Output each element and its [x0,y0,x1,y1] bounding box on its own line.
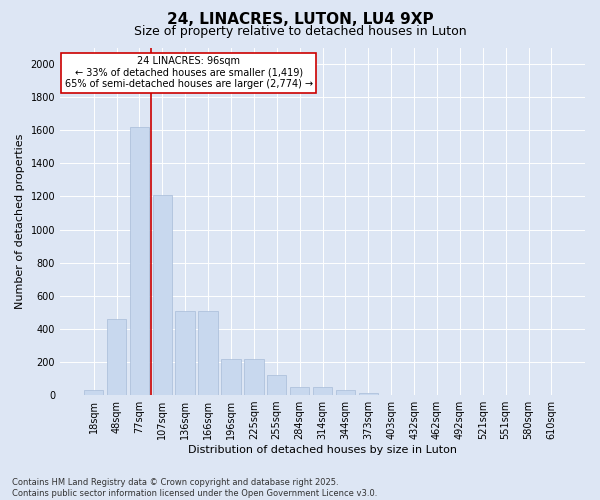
Bar [359,392,378,395]
Text: 24, LINACRES, LUTON, LU4 9XP: 24, LINACRES, LUTON, LU4 9XP [167,12,433,28]
Text: 24 LINACRES: 96sqm
← 33% of detached houses are smaller (1,419)
65% of semi-deta: 24 LINACRES: 96sqm ← 33% of detached hou… [65,56,313,90]
Bar [152,195,172,395]
Text: Contains HM Land Registry data © Crown copyright and database right 2025.
Contai: Contains HM Land Registry data © Crown c… [12,478,377,498]
X-axis label: Distribution of detached houses by size in Luton: Distribution of detached houses by size … [188,445,457,455]
Bar [221,358,241,395]
Bar [199,310,218,395]
Bar [313,387,332,395]
Bar [175,310,195,395]
Y-axis label: Number of detached properties: Number of detached properties [15,134,25,309]
Bar [335,390,355,395]
Bar [244,358,263,395]
Bar [107,319,126,395]
Bar [130,127,149,395]
Bar [267,375,286,395]
Text: Size of property relative to detached houses in Luton: Size of property relative to detached ho… [134,25,466,38]
Bar [84,390,103,395]
Bar [290,387,310,395]
